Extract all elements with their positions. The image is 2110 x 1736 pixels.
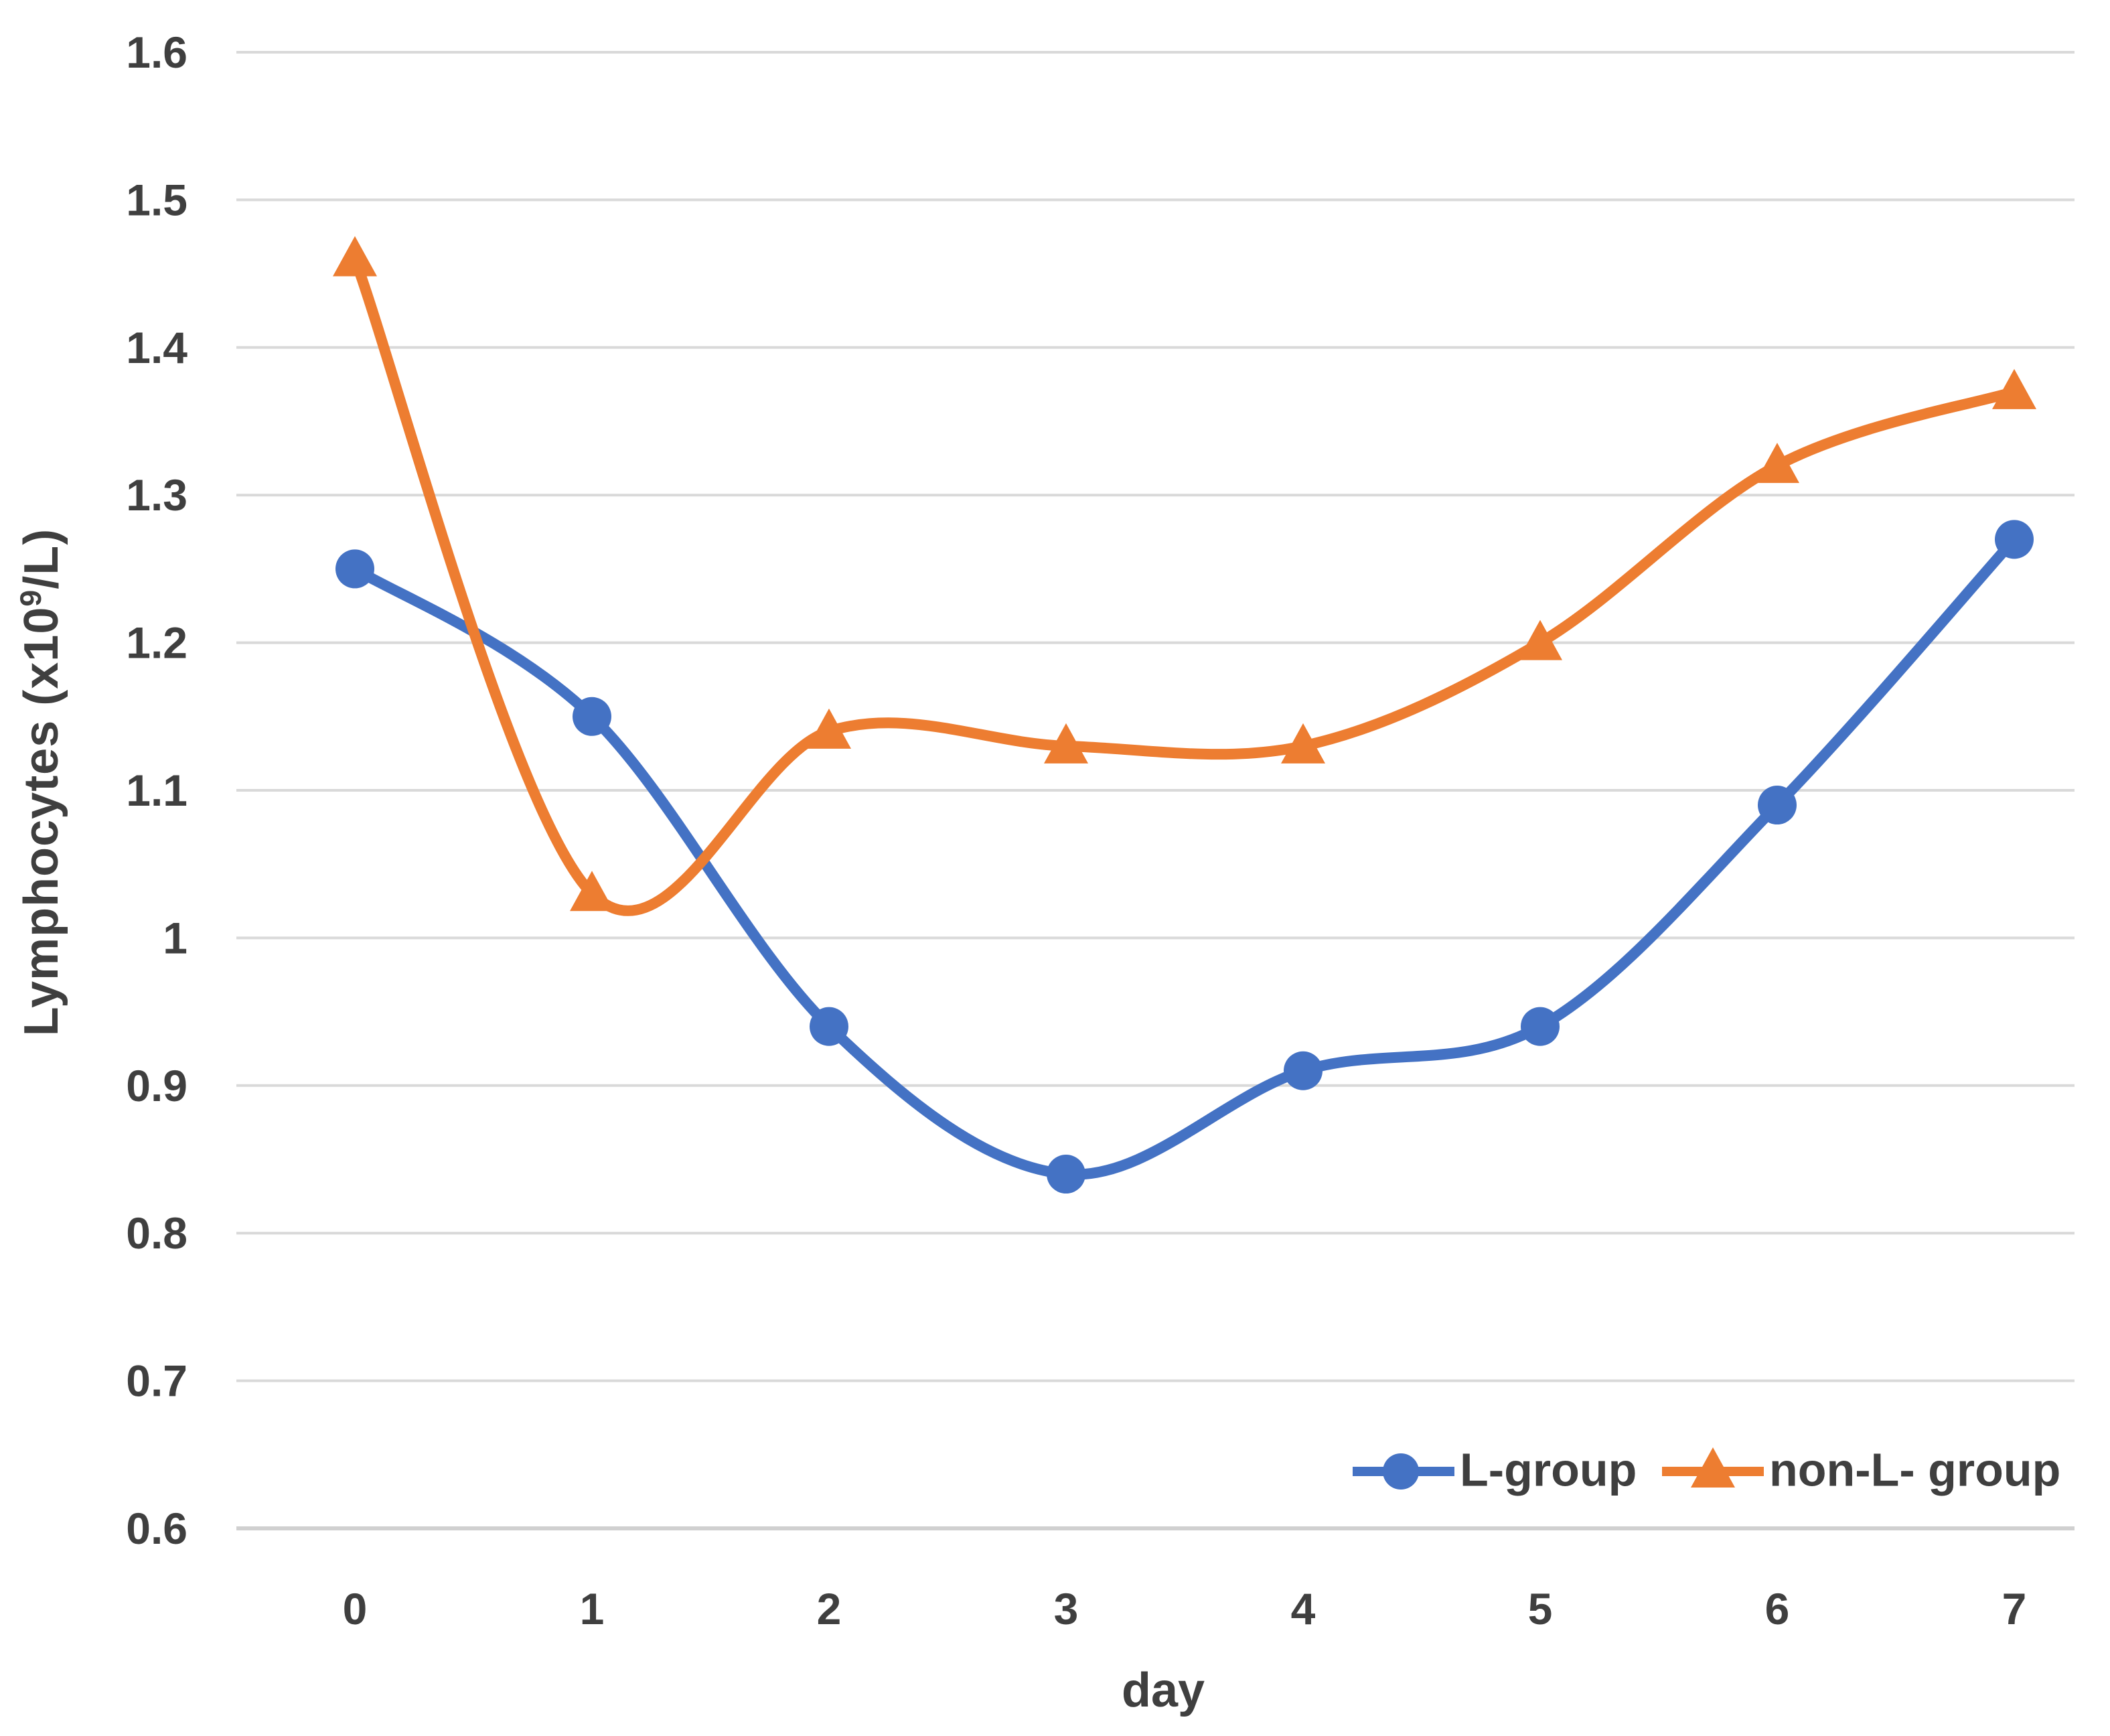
y-tick-label: 0.8 — [126, 1208, 187, 1258]
y-axis-title: Lymphocytes (x109/L) — [14, 528, 69, 1036]
legend-marker-circle — [1383, 1453, 1419, 1490]
marker-triangle — [1281, 723, 1325, 764]
x-axis-title: day — [1121, 1664, 1205, 1717]
y-tick-label: 1.4 — [126, 323, 187, 372]
marker-triangle — [1992, 368, 2036, 409]
x-tick-label: 2 — [817, 1584, 842, 1634]
x-tick-label: 5 — [1528, 1584, 1553, 1634]
x-tick-label: 7 — [2002, 1584, 2027, 1634]
x-tick-label: 3 — [1054, 1584, 1079, 1634]
y-axis-title-superscript: 9 — [15, 589, 48, 607]
y-axis-title-suffix: /L) — [15, 528, 68, 589]
marker-circle — [1521, 1007, 1560, 1046]
legend-marker-triangle — [1691, 1447, 1735, 1488]
marker-circle — [335, 549, 374, 589]
y-tick-label: 0.7 — [126, 1356, 187, 1406]
series-line-l-group — [350, 534, 2020, 1180]
y-axis-title-text: Lymphocytes (x10 — [15, 606, 68, 1037]
marker-triangle — [570, 871, 614, 912]
marker-circle — [810, 1007, 848, 1046]
marker-circle — [1284, 1051, 1323, 1090]
y-tick-label: 1.5 — [126, 175, 187, 224]
marker-circle — [573, 697, 611, 736]
legend-label-l-group: L-group — [1460, 1443, 1637, 1496]
y-tick-label: 1.6 — [126, 27, 187, 77]
y-tick-label: 1.1 — [126, 766, 187, 815]
marker-circle — [1995, 520, 2034, 559]
x-tick-label: 6 — [1765, 1584, 1790, 1634]
legend-label-non-l-group: non-L- group — [1769, 1443, 2061, 1496]
y-tick-label: 0.9 — [126, 1061, 187, 1110]
marker-triangle — [807, 708, 851, 749]
y-tick-label: 1.3 — [126, 470, 187, 520]
y-tick-label: 0.6 — [126, 1504, 187, 1553]
marker-triangle — [1044, 723, 1088, 764]
marker-circle — [1047, 1155, 1085, 1194]
y-tick-label: 1.2 — [126, 618, 187, 668]
y-tick-label: 1 — [163, 913, 187, 962]
x-tick-label: 1 — [580, 1584, 605, 1634]
x-tick-label: 4 — [1291, 1584, 1316, 1634]
x-tick-label: 0 — [343, 1584, 368, 1634]
marker-triangle — [1518, 620, 1562, 660]
marker-triangle — [333, 236, 377, 277]
marker-circle — [1758, 786, 1797, 825]
marker-triangle — [1755, 443, 1799, 484]
